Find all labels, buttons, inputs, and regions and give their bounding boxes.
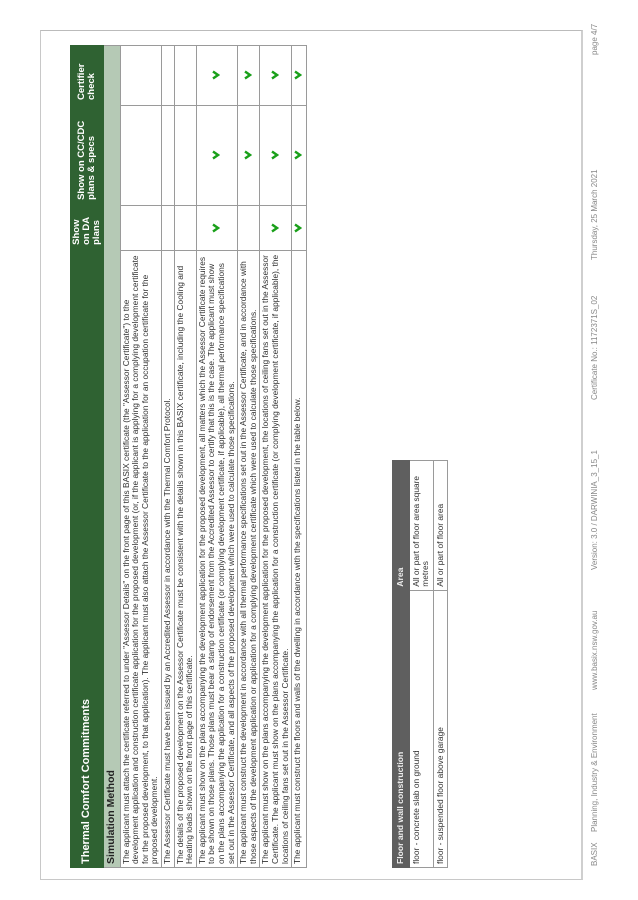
col-construction: Floor and wall construction bbox=[392, 590, 410, 868]
check-chevron-icon bbox=[271, 150, 279, 160]
check-chevron-icon bbox=[271, 71, 279, 80]
tick-cell-cc bbox=[237, 105, 260, 206]
commitment-text: The details of the proposed development … bbox=[174, 250, 197, 868]
construction-cell: floor - concrete slab on ground bbox=[409, 590, 434, 868]
table-row: floor - suspended floor above garage All… bbox=[433, 460, 448, 868]
tick-cell-cert bbox=[259, 45, 292, 106]
commitment-row: The applicant must construct the floors … bbox=[291, 45, 307, 868]
tick-cell-cert bbox=[291, 45, 307, 106]
commitment-row: The applicant must show on the plans acc… bbox=[196, 45, 238, 868]
table-title: Thermal Comfort Commitments bbox=[70, 250, 104, 868]
commitment-text: The applicant must construct the develop… bbox=[237, 250, 260, 868]
footer-page: page 4/7 bbox=[590, 23, 599, 55]
area-cell: All or part of floor area square metres bbox=[409, 460, 434, 591]
area-cell: All or part of floor area bbox=[433, 460, 448, 591]
tick-cell-cc bbox=[196, 105, 238, 206]
thermal-comfort-table: Thermal Comfort Commitments Show on DA p… bbox=[70, 45, 307, 868]
check-chevron-icon bbox=[294, 223, 303, 233]
footer-brand: BASIX bbox=[590, 842, 599, 866]
check-chevron-icon bbox=[271, 223, 279, 233]
check-chevron-icon bbox=[244, 71, 252, 80]
check-chevron-icon bbox=[244, 150, 252, 160]
footer-date: Thursday, 25 March 2021 bbox=[590, 169, 599, 260]
commitment-row: The applicant must construct the develop… bbox=[237, 45, 260, 868]
commitment-row: The applicant must attach the certificat… bbox=[120, 45, 162, 868]
check-chevron-icon bbox=[212, 71, 221, 80]
tick-cell-cc bbox=[259, 105, 292, 206]
tick-cell-da bbox=[120, 205, 162, 251]
commitment-text: The Assessor Certificate must have been … bbox=[161, 250, 175, 868]
footer-website[interactable]: www.basix.nsw.gov.au bbox=[590, 610, 599, 690]
commitment-text: The applicant must construct the floors … bbox=[291, 250, 307, 868]
check-chevron-icon bbox=[294, 150, 303, 160]
commitment-row: The details of the proposed development … bbox=[174, 45, 197, 868]
tick-cell-cc bbox=[174, 105, 197, 206]
tick-cell-cc bbox=[291, 105, 307, 206]
tick-cell-cert bbox=[120, 45, 162, 106]
footer-department: Planning, Industry & Environment bbox=[590, 713, 599, 832]
col-cc-plans: Show on CC/CDC plans & specs bbox=[70, 105, 104, 206]
tick-cell-da bbox=[291, 205, 307, 251]
commitment-row: The Assessor Certificate must have been … bbox=[161, 45, 175, 868]
col-certifier: Certifier check bbox=[70, 45, 104, 106]
tick-cell-cc bbox=[120, 105, 162, 206]
tick-cell-da bbox=[161, 205, 175, 251]
tick-cell-da bbox=[196, 205, 238, 251]
check-chevron-icon bbox=[294, 71, 303, 80]
section-heading: Simulation Method bbox=[103, 45, 121, 868]
tick-cell-da bbox=[259, 205, 292, 251]
table-row: floor - concrete slab on ground All or p… bbox=[409, 460, 434, 868]
tick-cell-cert bbox=[174, 45, 197, 106]
floor-wall-table: Floor and wall construction Area floor -… bbox=[392, 460, 448, 868]
commitment-text: The applicant must show on the plans acc… bbox=[196, 250, 238, 868]
col-da-plans: Show on DA plans bbox=[70, 205, 104, 251]
commitment-row: The applicant must show on the plans acc… bbox=[259, 45, 292, 868]
construction-cell: floor - suspended floor above garage bbox=[433, 590, 448, 868]
commitment-text: The applicant must attach the certificat… bbox=[120, 250, 162, 868]
tick-cell-cert bbox=[237, 45, 260, 106]
tick-cell-cert bbox=[196, 45, 238, 106]
check-chevron-icon bbox=[212, 223, 221, 233]
tick-cell-cert bbox=[161, 45, 175, 106]
col-area: Area bbox=[392, 460, 410, 591]
tick-cell-da bbox=[174, 205, 197, 251]
tick-cell-da bbox=[237, 205, 260, 251]
commitment-text: The applicant must show on the plans acc… bbox=[259, 250, 292, 868]
tick-cell-cc bbox=[161, 105, 175, 206]
footer-version: Version: 3.0 / DARWINIA_3_15_1 bbox=[590, 450, 599, 570]
check-chevron-icon bbox=[212, 150, 221, 160]
footer-certificate: Certificate No.: 1172371S_02 bbox=[590, 295, 599, 400]
